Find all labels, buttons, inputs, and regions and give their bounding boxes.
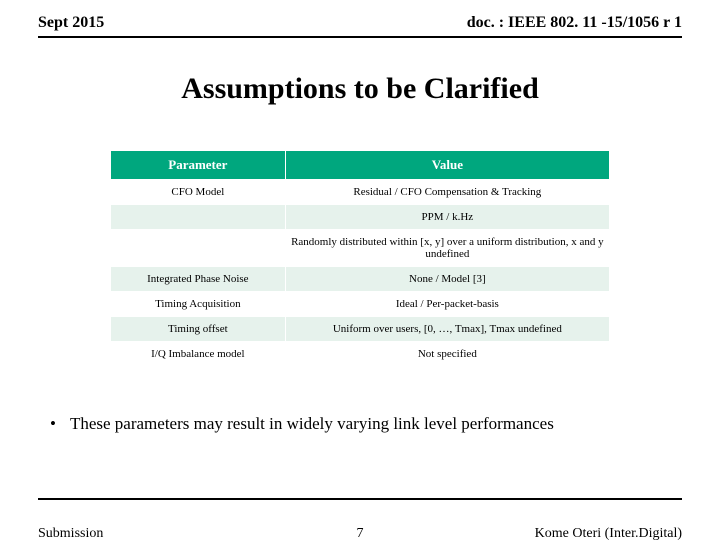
table-header-row: Parameter Value — [111, 151, 610, 180]
slide: Sept 2015 doc. : IEEE 802. 11 -15/1056 r… — [0, 0, 720, 540]
table-row: PPM / k.Hz — [111, 205, 610, 230]
table-row: Timing offsetUniform over users, [0, …, … — [111, 317, 610, 342]
param-cell: CFO Model — [111, 180, 286, 205]
footer-author: Kome Oteri (Inter.Digital) — [535, 526, 682, 540]
value-cell: Uniform over users, [0, …, Tmax], Tmax u… — [285, 317, 609, 342]
param-cell: Timing Acquisition — [111, 292, 286, 317]
table-row: Randomly distributed within [x, y] over … — [111, 230, 610, 267]
value-cell: Residual / CFO Compensation & Tracking — [285, 180, 609, 205]
value-cell: Randomly distributed within [x, y] over … — [285, 230, 609, 267]
header-date: Sept 2015 — [38, 14, 104, 32]
bullet-marker: • — [50, 414, 66, 434]
parameters-table: Parameter Value CFO ModelResidual / CFO … — [110, 150, 610, 367]
bullet-line: • These parameters may result in widely … — [50, 414, 710, 434]
param-cell — [111, 205, 286, 230]
table-row: Integrated Phase NoiseNone / Model [3] — [111, 267, 610, 292]
value-cell: Ideal / Per-packet-basis — [285, 292, 609, 317]
header: Sept 2015 doc. : IEEE 802. 11 -15/1056 r… — [38, 14, 682, 32]
param-cell — [111, 230, 286, 267]
value-cell: Not specified — [285, 342, 609, 367]
param-cell: I/Q Imbalance model — [111, 342, 286, 367]
footer-rule — [38, 498, 682, 500]
page-title: Assumptions to be Clarified — [0, 72, 720, 106]
param-cell: Timing offset — [111, 317, 286, 342]
table-row: Timing AcquisitionIdeal / Per-packet-bas… — [111, 292, 610, 317]
table-row: CFO ModelResidual / CFO Compensation & T… — [111, 180, 610, 205]
header-rule — [38, 36, 682, 38]
header-doc-id: doc. : IEEE 802. 11 -15/1056 r 1 — [467, 14, 682, 32]
bullet-text: These parameters may result in widely va… — [70, 414, 554, 433]
col-header-parameter: Parameter — [111, 151, 286, 180]
col-header-value: Value — [285, 151, 609, 180]
table-row: I/Q Imbalance modelNot specified — [111, 342, 610, 367]
value-cell: None / Model [3] — [285, 267, 609, 292]
value-cell: PPM / k.Hz — [285, 205, 609, 230]
param-cell: Integrated Phase Noise — [111, 267, 286, 292]
parameters-table-wrap: Parameter Value CFO ModelResidual / CFO … — [110, 150, 610, 367]
